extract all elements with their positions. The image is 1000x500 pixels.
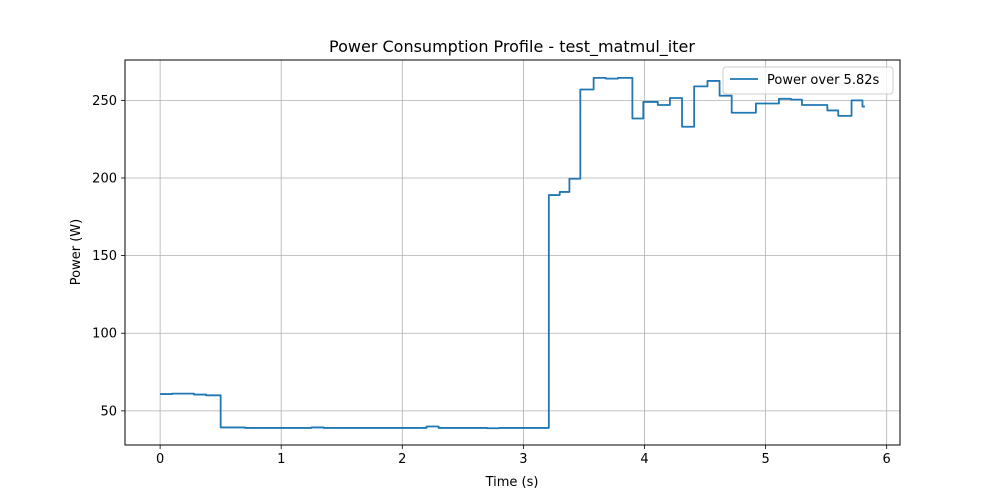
y-tick-label: 150	[92, 249, 117, 264]
x-tick-label: 1	[277, 452, 285, 467]
x-tick-label: 4	[640, 452, 648, 467]
y-tick-label: 250	[92, 94, 117, 109]
x-axis-label: Time (s)	[485, 475, 539, 490]
x-tick-label: 3	[519, 452, 527, 467]
y-tick-label: 100	[92, 327, 117, 342]
y-tick-label: 200	[92, 171, 117, 186]
chart-title: Power Consumption Profile - test_matmul_…	[329, 37, 695, 57]
series-line-power	[160, 76, 865, 430]
legend: Power over 5.82s	[722, 66, 894, 95]
legend-entry-label: Power over 5.82s	[767, 73, 880, 88]
y-tick-label: 50	[100, 404, 117, 419]
grid-lines	[125, 60, 900, 445]
x-tick-label: 0	[156, 452, 164, 467]
x-tick-label: 6	[883, 452, 891, 467]
x-tick-label: 2	[398, 452, 406, 467]
axis-ticks: 0 1 2 3 4 5 6 50 100 150 200 250	[92, 94, 891, 467]
x-tick-label: 5	[761, 452, 769, 467]
y-axis-label: Power (W)	[69, 219, 84, 285]
legend-box	[722, 66, 894, 95]
plot-frame	[124, 59, 901, 446]
series-layer	[160, 76, 865, 430]
